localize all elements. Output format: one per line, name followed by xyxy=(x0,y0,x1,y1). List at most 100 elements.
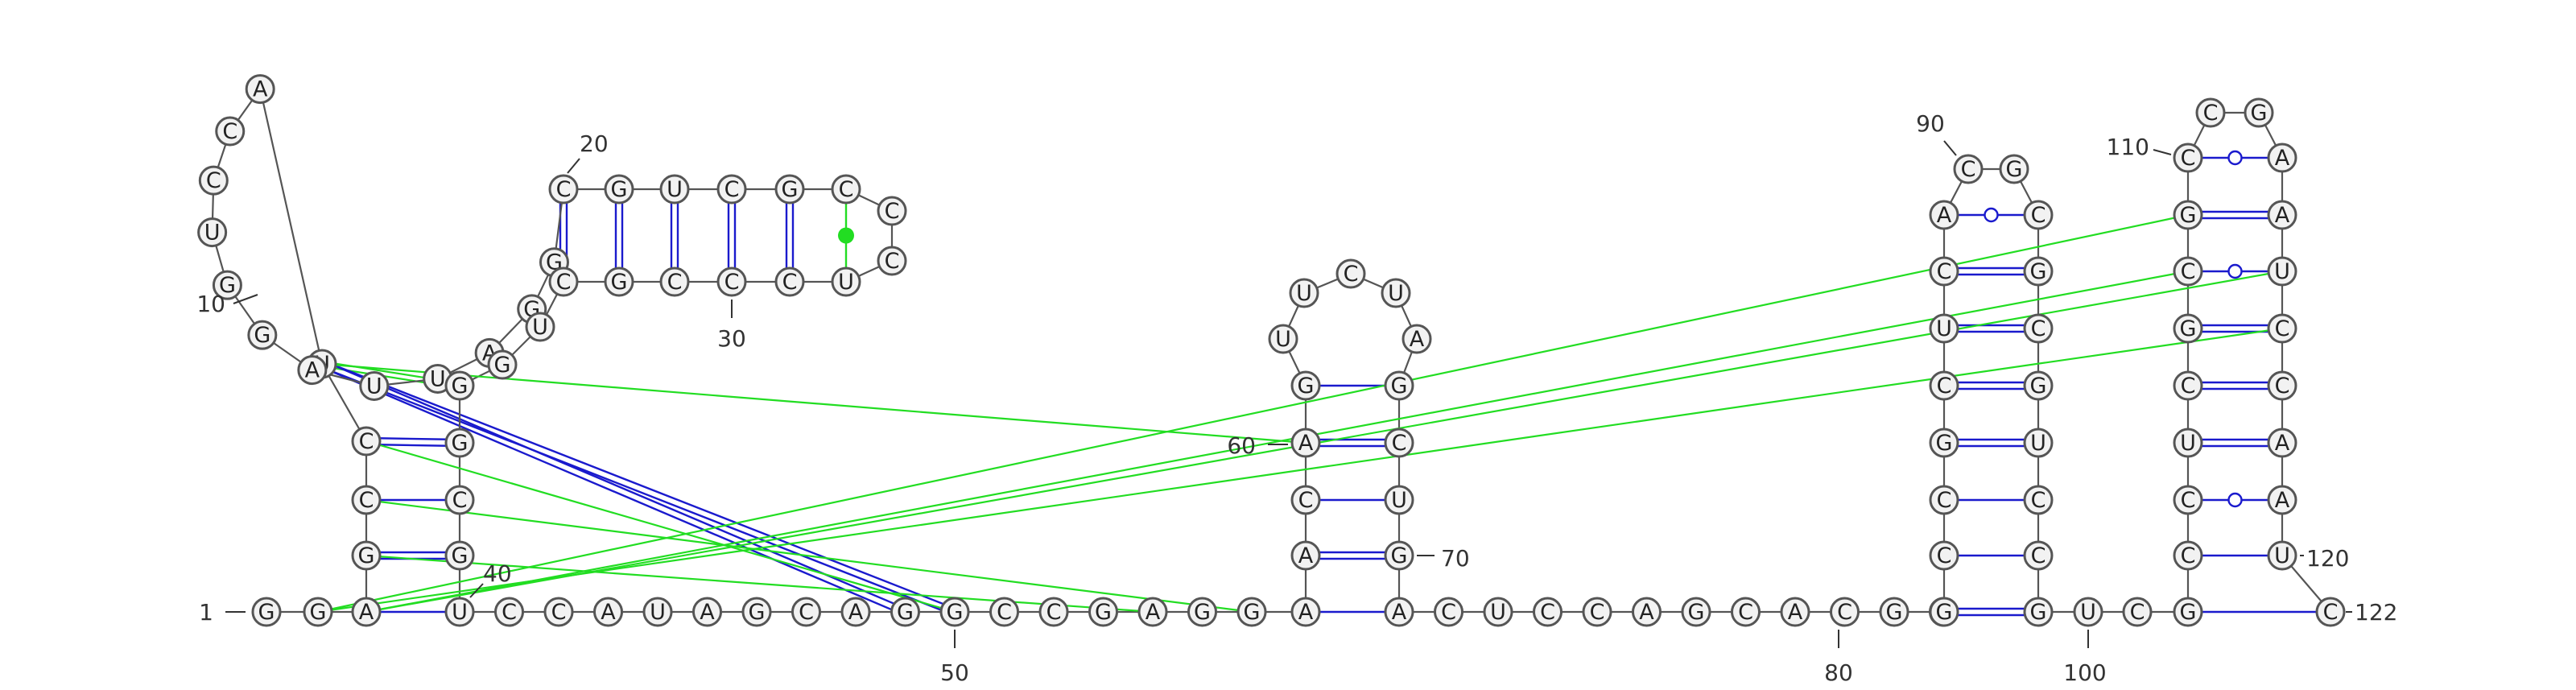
nucleotide-layer: GGAGCCUACCUGGAUUAGGCGUCGCCCUCCCGCUGGGCGU… xyxy=(197,74,2346,627)
nucleotide-116: U xyxy=(2267,256,2297,287)
base-pair-88-95 xyxy=(1944,324,2038,333)
nucleotide-letter: C xyxy=(1540,600,1555,625)
nucleotide-letter: U xyxy=(2030,431,2046,456)
svg-text:40: 40 xyxy=(483,560,512,587)
nucleotide-109: C xyxy=(2173,256,2203,287)
nucleotide-letter: C xyxy=(1298,488,1314,513)
nucleotide-48: A xyxy=(840,597,871,627)
nucleotide-letter: C xyxy=(2031,543,2046,568)
nucleotide-letter: C xyxy=(502,600,517,625)
nucleotide-88: U xyxy=(1929,313,1959,344)
nucleotide-letter: C xyxy=(1344,262,1359,287)
nucleotide-80: C xyxy=(1830,597,1860,627)
nucleotide-letter: A xyxy=(2275,146,2290,171)
nucleotide-5: C xyxy=(351,485,382,515)
nucleotide-114: A xyxy=(2267,143,2297,173)
svg-text:110: 110 xyxy=(2107,134,2149,160)
nucleotide-letter: A xyxy=(1937,203,1952,228)
nucleotide-36: G xyxy=(444,370,475,401)
base-pair-83-100 xyxy=(1944,607,2038,617)
nucleotide-letter: C xyxy=(1961,157,1976,182)
nucleotide-100: G xyxy=(2023,597,2054,627)
nucleotide-letter: G xyxy=(2030,259,2047,284)
nucleotide-51: C xyxy=(989,597,1019,627)
svg-text:10: 10 xyxy=(196,291,225,317)
nucleotide-49: G xyxy=(890,597,920,627)
nucleotide-letter: A xyxy=(253,77,268,102)
nucleotide-81: G xyxy=(1879,597,1909,627)
nucleotide-letter: G xyxy=(1298,374,1315,399)
nucleotide-39: G xyxy=(444,540,475,571)
base-pair-110-115 xyxy=(2188,210,2282,220)
nucleotide-90: A xyxy=(1929,200,1959,230)
nucleotide-70: G xyxy=(1384,540,1414,571)
nucleotide-87: C xyxy=(1929,370,1959,401)
nucleotide-64: C xyxy=(1335,258,1366,289)
nucleotide-23: C xyxy=(716,174,747,205)
nucleotide-letter: C xyxy=(359,429,374,454)
nucleotide-37: G xyxy=(444,428,475,458)
nucleotide-letter: C xyxy=(1937,259,1952,284)
nucleotide-letter: G xyxy=(2180,316,2197,341)
base-pair-87-96 xyxy=(1944,381,2038,390)
nucleotide-27: C xyxy=(877,246,907,276)
nucleotide-41: C xyxy=(494,597,524,627)
pseudoknot-pair-3-116 xyxy=(365,270,2283,614)
nucleotide-letter: A xyxy=(1639,600,1654,625)
base-pair-22-31 xyxy=(670,189,679,282)
nucleotide-107: C xyxy=(2173,370,2203,401)
svg-text:60: 60 xyxy=(1227,432,1256,459)
svg-text:50: 50 xyxy=(940,659,969,686)
nucleotide-letter: C xyxy=(222,119,237,144)
nucleotide-92: G xyxy=(1999,154,2029,184)
nucleotide-letter: U xyxy=(2080,600,2096,625)
nucleotide-letter: C xyxy=(1441,600,1456,625)
nucleotide-104: C xyxy=(2173,540,2203,571)
base-pair-7-50 xyxy=(320,360,956,616)
nucleotide-57: A xyxy=(1290,597,1321,627)
nucleotide-35: G xyxy=(487,349,518,380)
nucleotide-letter: C xyxy=(2275,316,2290,341)
position-label-80: 80 xyxy=(1824,630,1853,686)
position-label-1: 1 xyxy=(199,599,246,626)
nucleotide-14: A xyxy=(297,355,328,386)
nucleotide-letter: G xyxy=(2030,374,2047,399)
nucleotide-letter: A xyxy=(700,600,715,625)
nucleotide-110: G xyxy=(2173,200,2203,230)
nucleotide-letter: G xyxy=(2006,157,2023,182)
nucleotide-85: C xyxy=(1929,485,1959,515)
nucleotide-letter: A xyxy=(601,600,616,625)
base-pair-86-97 xyxy=(1944,438,2038,448)
nucleotide-letter: C xyxy=(1392,431,1407,456)
nucleotide-letter: G xyxy=(1194,600,1211,625)
nucleotide-46: G xyxy=(741,597,772,627)
position-label-122: 122 xyxy=(2346,599,2397,626)
nucleotide-44: U xyxy=(642,597,673,627)
nucleotide-letter: U xyxy=(1388,281,1404,306)
nucleotide-8: A xyxy=(245,74,275,105)
svg-text:120: 120 xyxy=(2306,545,2349,572)
base-pair-105-120 xyxy=(2188,492,2282,508)
nucleotide-letter: U xyxy=(1391,488,1407,513)
nucleotide-letter: U xyxy=(532,315,548,340)
nucleotide-74: C xyxy=(1533,597,1563,627)
svg-text:122: 122 xyxy=(2355,599,2397,626)
nucleotide-letter: U xyxy=(1275,327,1291,352)
nucleotide-letter: U xyxy=(2180,431,2196,456)
nucleotide-108: G xyxy=(2173,313,2203,344)
nucleotide-101: U xyxy=(2073,597,2103,627)
nucleotide-97: U xyxy=(2023,428,2054,458)
nucleotide-65: U xyxy=(1381,278,1411,308)
nucleotide-letter: G xyxy=(1391,374,1408,399)
nucleotide-letter: C xyxy=(1590,600,1605,625)
nucleotide-99: C xyxy=(2023,540,2054,571)
nucleotide-119: A xyxy=(2267,428,2297,458)
nucleotide-54: A xyxy=(1137,597,1168,627)
nucleotide-96: G xyxy=(2023,370,2054,401)
position-label-20: 20 xyxy=(567,130,609,174)
pseudoknot-pair-3-109 xyxy=(365,270,2189,614)
nucleotide-letter: G xyxy=(219,273,236,298)
nucleotide-letter: A xyxy=(305,358,320,383)
nucleotide-letter: C xyxy=(1937,374,1952,399)
nucleotide-2: G xyxy=(303,597,333,627)
